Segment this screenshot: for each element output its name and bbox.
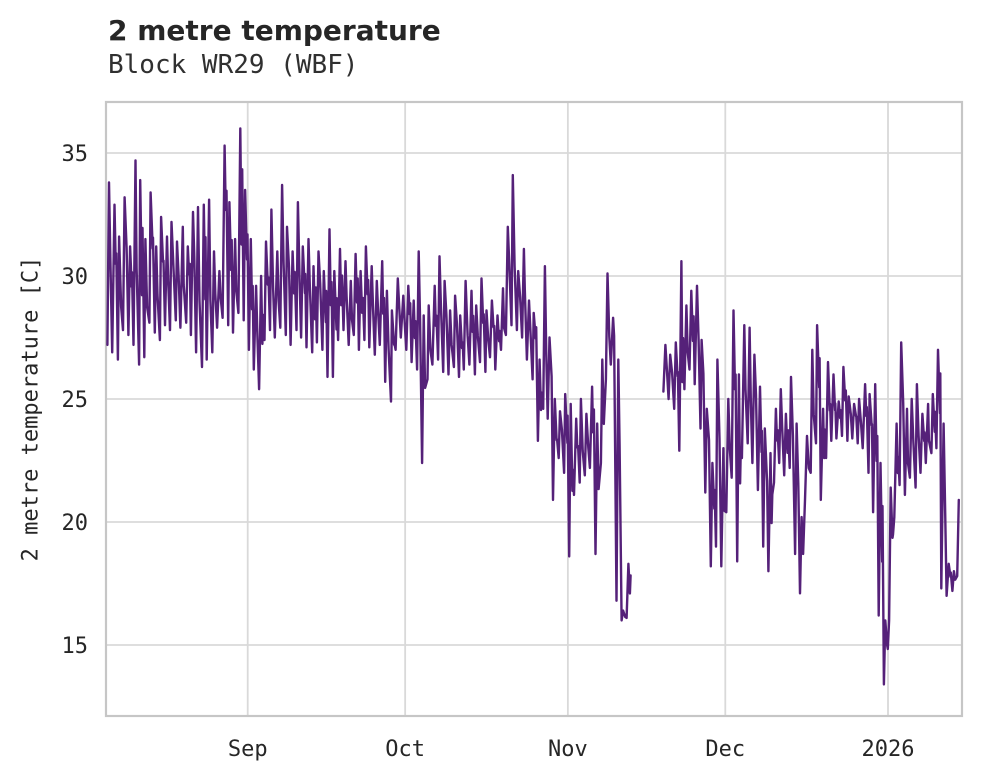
y-tick-label: 30 — [62, 265, 89, 290]
y-tick-label: 25 — [62, 388, 89, 413]
x-tick-label: Dec — [705, 737, 745, 762]
x-tick-label: 2026 — [862, 737, 915, 762]
plot-border — [104, 100, 964, 718]
chart-subtitle: Block WR29 (WBF) — [108, 50, 359, 80]
x-tick-label: Oct — [385, 737, 425, 762]
x-tick-label: Nov — [548, 737, 588, 762]
temperature-series-line — [106, 127, 960, 686]
chart-title: 2 metre temperature — [108, 14, 441, 47]
y-tick-label: 20 — [62, 511, 89, 536]
y-tick-label: 35 — [62, 142, 89, 167]
y-tick-label: 15 — [62, 634, 89, 659]
x-tick-label: Sep — [228, 737, 268, 762]
